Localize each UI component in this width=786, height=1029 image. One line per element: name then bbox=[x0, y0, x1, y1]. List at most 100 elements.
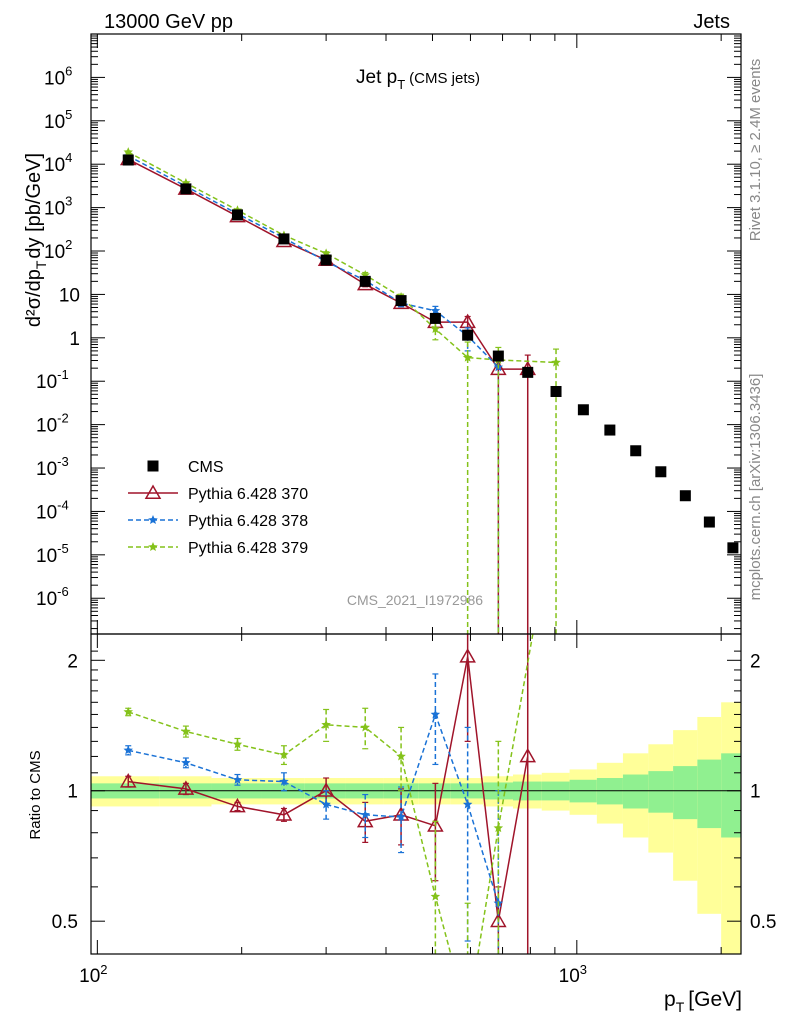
ratio-data-point bbox=[493, 823, 504, 833]
main-data-point bbox=[703, 516, 715, 528]
legend-marker bbox=[148, 515, 158, 525]
main-data-point bbox=[430, 305, 441, 315]
main-data-point bbox=[630, 445, 642, 457]
y-tick-label: 10-2 bbox=[36, 411, 69, 437]
y-tick-label: 1 bbox=[69, 329, 80, 350]
y-tick-label: 10 bbox=[59, 285, 80, 306]
ratio-data-point bbox=[232, 774, 243, 784]
main-data-point bbox=[180, 183, 192, 195]
main-data-point bbox=[550, 385, 562, 397]
ratio-data-point bbox=[396, 811, 406, 821]
y-tick-label: 10-1 bbox=[36, 367, 69, 393]
ratio-series-line bbox=[128, 712, 500, 904]
ratio-data-point bbox=[321, 719, 331, 729]
band-green bbox=[673, 766, 698, 820]
ratio-y-tick-label-right: 2 bbox=[750, 651, 761, 672]
watermark: CMS_2021_I1972986 bbox=[347, 592, 483, 608]
ratio-data-point bbox=[360, 722, 370, 732]
ratio-bands bbox=[91, 702, 741, 954]
y-tick-label: 10-3 bbox=[36, 454, 69, 480]
ratio-data-point bbox=[396, 751, 406, 761]
ratio-y-tick-label: 1 bbox=[67, 782, 78, 803]
main-data-point bbox=[320, 254, 332, 266]
y-tick-label: 106 bbox=[44, 63, 72, 89]
ratio-y-tick-label-right: 0.5 bbox=[750, 912, 776, 933]
main-data-point bbox=[522, 366, 534, 378]
y-tick-label: 10-6 bbox=[36, 584, 69, 610]
band-green bbox=[622, 774, 649, 809]
ratio-data-point bbox=[459, 648, 476, 663]
ratio-data-point bbox=[317, 782, 335, 797]
header-right: Jets bbox=[693, 11, 730, 33]
y-axis-label: d²σ/dpTdy [pb/GeV] bbox=[23, 153, 49, 327]
ratio-data-point bbox=[123, 745, 133, 755]
legend-entry: Pythia 6.428 370 bbox=[128, 484, 308, 503]
ratio-y-tick-label: 0.5 bbox=[52, 912, 78, 933]
ratio-data-point bbox=[462, 799, 473, 809]
ratio-series bbox=[123, 634, 534, 1021]
main-data-point bbox=[395, 295, 407, 307]
ratio-data-point bbox=[519, 747, 537, 763]
main-data-point bbox=[604, 424, 616, 436]
x-tick-label: 103 bbox=[559, 962, 587, 987]
ratio-data-point bbox=[123, 706, 133, 716]
y-tick-label: 105 bbox=[44, 107, 72, 133]
ratio-data-point bbox=[279, 749, 289, 759]
ratio-y-tick-label: 2 bbox=[67, 651, 78, 672]
ratio-data-point bbox=[279, 776, 289, 786]
main-data-point bbox=[577, 404, 589, 416]
y-tick-label: 103 bbox=[44, 194, 72, 220]
ratio-panel: 102 103 0.5 0.5 1 1 2 2 bbox=[52, 633, 776, 1021]
y-tick-label: 104 bbox=[44, 150, 72, 176]
legend-marker bbox=[148, 542, 158, 552]
main-series-line bbox=[127, 151, 557, 364]
y-tick-label: 10-4 bbox=[36, 497, 69, 523]
header-left: 13000 GeV pp bbox=[104, 11, 233, 33]
ratio-data-point bbox=[181, 726, 191, 736]
main-series bbox=[123, 147, 561, 634]
main-data-point bbox=[462, 329, 474, 341]
x-tick-label: 102 bbox=[79, 962, 107, 987]
legend: CMS Pythia 6.428 370 Pythia 6.428 378 Pythi… bbox=[128, 459, 308, 557]
main-data-point bbox=[679, 490, 691, 502]
y-tick-label: 10-5 bbox=[36, 541, 69, 567]
main-data-point bbox=[123, 147, 133, 157]
ratio-frame bbox=[90, 633, 742, 955]
main-data-point bbox=[122, 154, 134, 166]
ratio-data-point bbox=[360, 809, 370, 819]
main-data-point bbox=[462, 352, 473, 362]
ratio-data-point bbox=[463, 1012, 473, 1021]
legend-label: CMS bbox=[188, 459, 224, 476]
main-data-point bbox=[551, 357, 561, 367]
ratio-data-point bbox=[119, 773, 137, 788]
main-data-point bbox=[492, 350, 504, 362]
ratio-data-point bbox=[321, 799, 331, 809]
legend-entry: Pythia 6.428 379 bbox=[128, 540, 308, 557]
y-tick-label: 102 bbox=[44, 237, 72, 263]
ratio-data-point bbox=[177, 780, 195, 795]
main-data-point bbox=[231, 209, 243, 221]
band-green bbox=[721, 753, 741, 838]
x-axis-label: pT [GeV] bbox=[664, 988, 742, 1015]
legend-entry: CMS bbox=[147, 459, 224, 476]
ratio-series-line bbox=[127, 634, 534, 954]
ratio-data-point bbox=[181, 757, 191, 767]
legend-label: Pythia 6.428 370 bbox=[188, 486, 308, 503]
ratio-y-tick-label-right: 1 bbox=[750, 782, 761, 803]
legend-marker bbox=[147, 460, 159, 472]
side-label-rivet: Rivet 3.1.10, ≥ 2.4M events bbox=[747, 59, 764, 242]
main-panel: 106 105 104 103 102 10 110-1 10-2 10-3 10-4 10-5 10… bbox=[36, 33, 742, 635]
ratio-data-point bbox=[430, 709, 441, 719]
legend-marker bbox=[144, 484, 162, 499]
main-data-point bbox=[278, 233, 290, 245]
ratio-data-point bbox=[430, 891, 441, 901]
main-data-point bbox=[359, 275, 371, 287]
ratio-y-axis-label: Ratio to CMS bbox=[27, 750, 44, 839]
legend-entry: Pythia 6.428 378 bbox=[128, 513, 308, 530]
main-data-point bbox=[430, 323, 441, 334]
chart-title: Jet pT (CMS jets) bbox=[356, 67, 480, 92]
legend-label: Pythia 6.428 378 bbox=[188, 513, 308, 530]
main-data-point bbox=[429, 312, 441, 324]
band-green bbox=[648, 771, 674, 813]
